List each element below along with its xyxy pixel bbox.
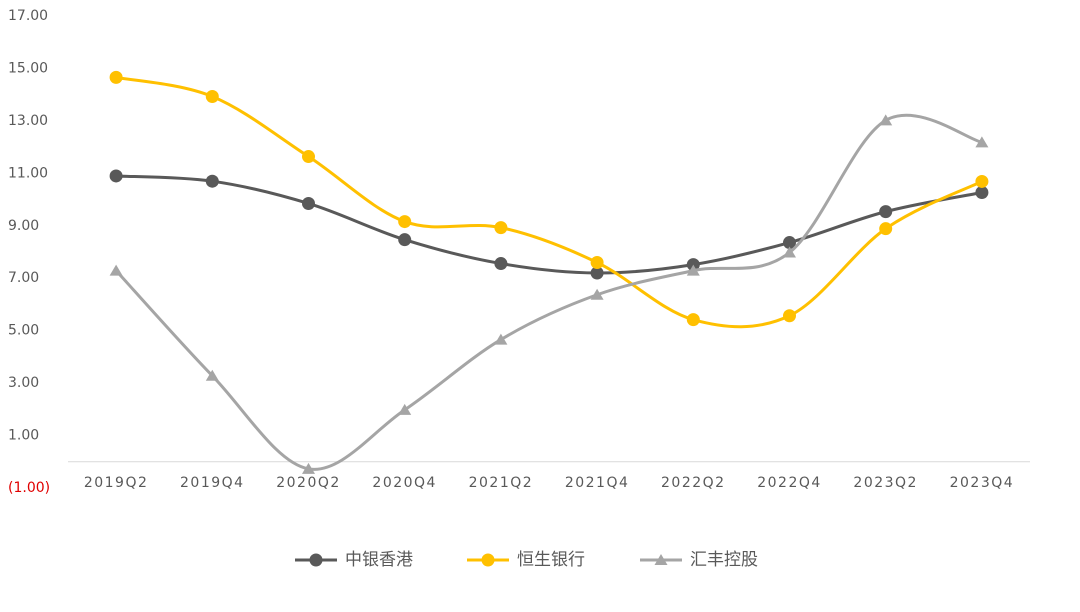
series-marker (686, 313, 700, 327)
series-marker (205, 90, 219, 104)
legend-label: 恒生银行 (517, 550, 585, 570)
x-tick-label: 2023Q4 (950, 475, 1015, 491)
series-marker (205, 369, 219, 381)
series-marker (975, 185, 989, 199)
y-tick-label: 5.00 (8, 323, 39, 339)
series-marker (109, 264, 123, 276)
series-marker (879, 205, 893, 219)
x-tick-label: 2019Q2 (84, 475, 149, 491)
series-marker (590, 266, 604, 280)
series-marker (109, 70, 123, 84)
y-tick-label: 11.00 (8, 165, 48, 181)
series-marker (879, 114, 893, 126)
series-marker (590, 288, 604, 300)
series-marker (205, 174, 219, 188)
y-tick-label: 9.00 (8, 218, 39, 234)
x-tick-label: 2022Q2 (661, 475, 726, 491)
series-marker (975, 136, 989, 148)
y-tick-label: 7.00 (8, 270, 39, 286)
y-tick-label: 17.00 (8, 8, 48, 24)
series-marker (398, 403, 412, 415)
y-tick-label: 15.00 (8, 60, 48, 76)
legend-label: 中银香港 (345, 550, 413, 570)
series-marker (494, 333, 508, 345)
series-marker (783, 236, 796, 250)
series-line (116, 174, 983, 275)
x-tick-label: 2020Q4 (372, 475, 437, 491)
series-marker (494, 257, 508, 271)
series-marker (109, 169, 123, 183)
x-tick-label: 2020Q2 (276, 475, 341, 491)
series-marker (590, 255, 604, 269)
series-marker (783, 309, 796, 323)
series-marker (398, 233, 412, 247)
series-marker (494, 221, 508, 235)
series-marker (975, 174, 989, 188)
y-tick-label: 3.00 (8, 375, 39, 391)
series-line (115, 75, 983, 329)
series-marker (302, 462, 315, 474)
x-tick-label: 2019Q4 (180, 475, 245, 491)
y-tick-label: 1.00 (8, 428, 39, 444)
series-marker (686, 264, 700, 276)
x-tick-label: 2021Q4 (565, 475, 630, 491)
y-tick-label: 13.00 (8, 113, 48, 129)
legend-marker (654, 554, 668, 565)
x-tick-label: 2022Q4 (757, 475, 822, 491)
series-marker (686, 258, 700, 272)
x-tick-label: 2023Q2 (853, 475, 918, 491)
legend-label: 汇丰控股 (690, 550, 758, 570)
y-tick-label: (1.00) (8, 480, 50, 496)
legend-marker (481, 553, 495, 567)
series-marker (302, 196, 315, 210)
series-marker (879, 222, 893, 236)
legend-marker (309, 553, 323, 567)
series-marker (783, 246, 796, 258)
series-marker (398, 215, 412, 229)
series-line (114, 113, 983, 471)
series-marker (302, 150, 315, 164)
x-tick-label: 2021Q2 (469, 475, 534, 491)
